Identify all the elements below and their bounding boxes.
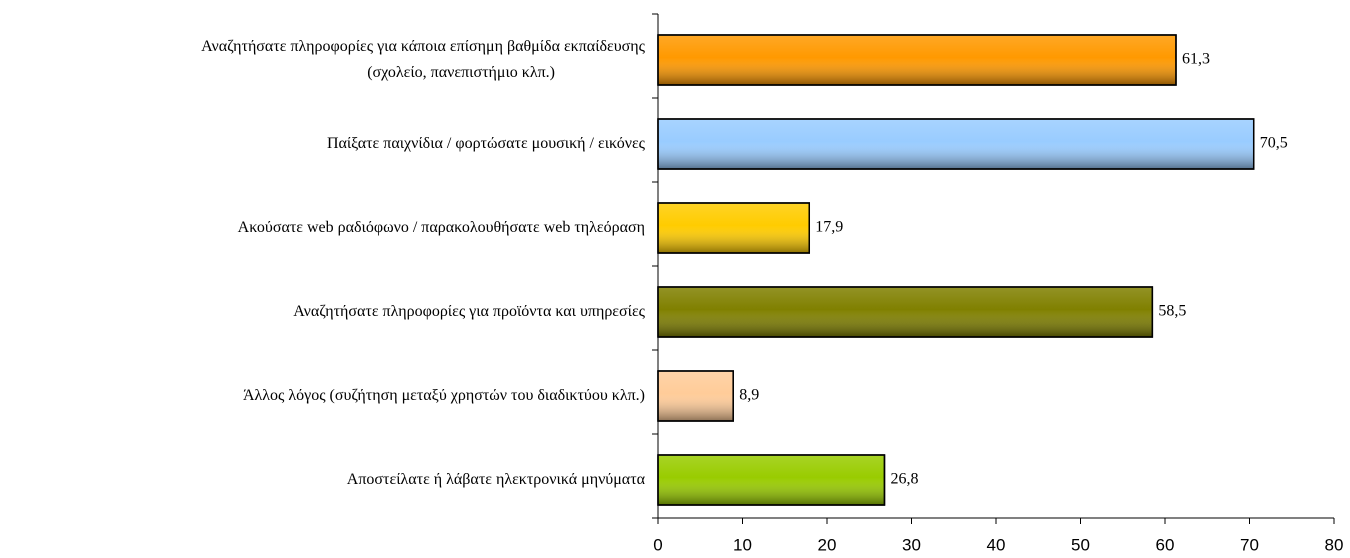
category-line: Παίξατε παιχνίδια / φορτώσατε μουσική / … — [327, 135, 646, 152]
value-label: 58,5 — [1158, 303, 1186, 320]
x-tick-label: 80 — [1325, 535, 1344, 554]
category-line: Ακούσατε web ραδιόφωνο / παρακολουθήσατε… — [238, 219, 645, 236]
category-label: Αναζητήσατε πληροφορίες για προϊόντα και… — [293, 303, 645, 320]
x-tick-label: 50 — [1071, 535, 1090, 554]
category-line: Αποστείλατε ή λάβατε ηλεκτρονικά μηνύματ… — [347, 471, 646, 488]
x-tick-label: 60 — [1156, 535, 1175, 554]
category-label: Αναζητήσατε πληροφορίες για κάποια επίση… — [201, 38, 646, 81]
category-line: Άλλος λόγος (συζήτηση μεταξύ χρηστών του… — [243, 387, 645, 404]
x-tick-label: 0 — [653, 535, 662, 554]
value-label: 8,9 — [739, 387, 759, 404]
value-label: 17,9 — [815, 219, 843, 236]
category-label: Άλλος λόγος (συζήτηση μεταξύ χρηστών του… — [243, 387, 645, 404]
bar-shade — [657, 286, 1154, 338]
x-tick-label: 70 — [1240, 535, 1259, 554]
value-label: 26,8 — [890, 471, 918, 488]
x-tick-label: 30 — [902, 535, 921, 554]
bar-shade — [657, 118, 1255, 170]
category-line: Αναζητήσατε πληροφορίες για προϊόντα και… — [293, 303, 645, 320]
category-label: Ακούσατε web ραδιόφωνο / παρακολουθήσατε… — [238, 219, 645, 236]
x-tick-label: 20 — [818, 535, 837, 554]
category-label: Παίξατε παιχνίδια / φορτώσατε μουσική / … — [327, 135, 646, 152]
value-label: 70,5 — [1260, 135, 1288, 152]
x-tick-label: 10 — [733, 535, 752, 554]
category-label: Αποστείλατε ή λάβατε ηλεκτρονικά μηνύματ… — [347, 471, 646, 488]
bar-shade — [657, 34, 1177, 86]
bar-shade — [657, 370, 734, 422]
bar-shade — [657, 202, 811, 254]
value-label: 61,3 — [1182, 51, 1210, 68]
bar-shade — [657, 454, 886, 506]
category-line: Αναζητήσατε πληροφορίες για κάποια επίση… — [201, 38, 646, 55]
x-tick-label: 40 — [987, 535, 1006, 554]
category-line: (σχολείο, πανεπιστήμιο κλπ.) — [367, 64, 555, 81]
